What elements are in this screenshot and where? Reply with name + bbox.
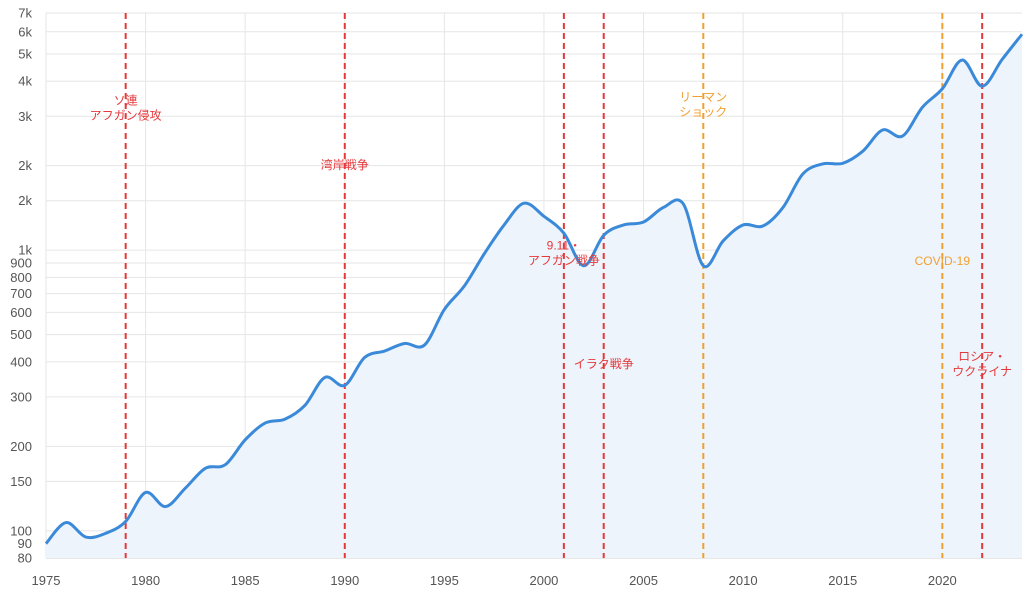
event-label: 9.11・アフガン戦争 [528,239,600,268]
y-tick-label: 6k [18,24,32,39]
x-tick-label: 1985 [231,573,260,588]
y-tick-label: 100 [10,523,32,538]
y-tick-label: 3k [18,109,32,124]
y-tick-label: 1k [18,243,32,258]
x-tick-label: 1980 [131,573,160,588]
y-tick-label: 4k [18,74,32,89]
y-tick-label: 800 [10,270,32,285]
x-tick-label: 1975 [32,573,61,588]
y-tick-label: 700 [10,286,32,301]
x-tick-label: 2020 [928,573,957,588]
y-tick-label: 400 [10,354,32,369]
y-tick-label: 5k [18,47,32,62]
x-tick-label: 1995 [430,573,459,588]
y-tick-label: 90 [18,536,32,551]
y-tick-label: 2k [18,158,32,173]
x-tick-label: 2010 [729,573,758,588]
x-tick-label: 2000 [529,573,558,588]
x-tick-label: 2005 [629,573,658,588]
event-label: イラク戦争 [574,357,634,371]
series-line [44,33,1024,545]
event-lines [124,13,984,558]
event-label: ソ連アフガン侵攻 [90,94,162,123]
y-tick-label: 80 [18,551,32,566]
y-tick-label: 300 [10,389,32,404]
y-tick-label: 150 [10,474,32,489]
y-tick-label: 200 [10,439,32,454]
x-tick-label: 2015 [828,573,857,588]
x-axis-ticks: 1975 1980 1985 1990 1995 2000 2005 2010 2015 2020 [32,573,957,588]
event-label: リーマンショック [679,90,727,119]
event-label: ロシア・ウクライナ [952,349,1012,378]
y-tick-label: 500 [10,327,32,342]
y-tick-label: 7k [18,6,32,21]
y-tick-label: 600 [10,305,32,320]
event-label: 湾岸戦争 [321,157,369,172]
y-tick-label: 2k [18,193,32,208]
x-tick-label: 1990 [330,573,359,588]
y-tick-label: 900 [10,256,32,271]
event-label: COVID-19 [915,254,971,268]
series-area [46,34,1022,558]
